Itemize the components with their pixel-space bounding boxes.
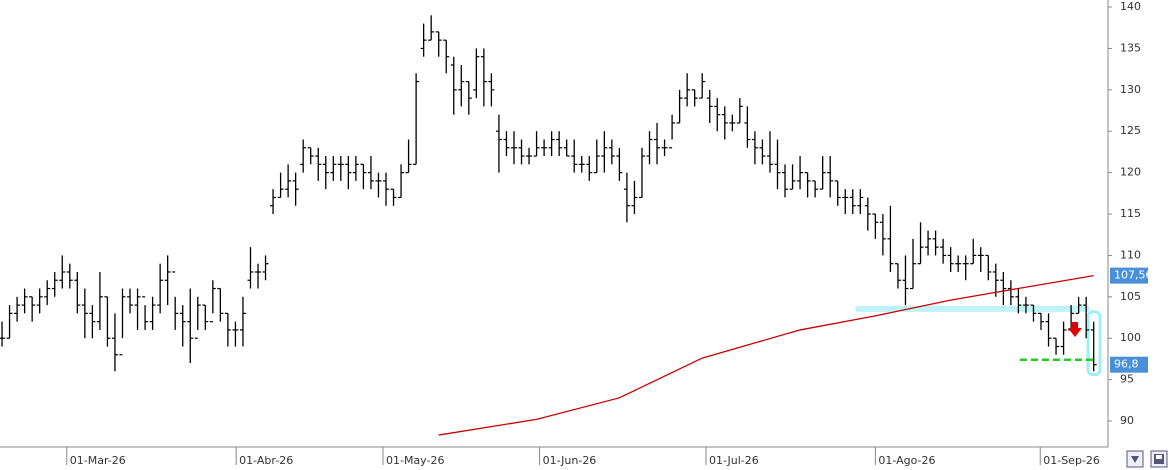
- highlight-box: [1086, 310, 1102, 377]
- collapse-icon: [1131, 456, 1139, 463]
- y-tick-label: 100: [1120, 331, 1141, 344]
- signal-arrow: [1068, 322, 1082, 337]
- price-label-box: [1110, 267, 1148, 284]
- x-tick-label: 01-Jul-26: [709, 454, 759, 467]
- x-tick-label: 01-Mar-26: [70, 454, 126, 467]
- moving-average: [438, 274, 1094, 436]
- y-tick-label: 95: [1120, 373, 1134, 386]
- x-tick-label: 01-May-26: [386, 454, 444, 467]
- y-tick-label: 130: [1120, 83, 1141, 96]
- plot: [0, 15, 1102, 436]
- y-tick-label: 110: [1120, 248, 1141, 261]
- y-tick-label: 90: [1120, 414, 1134, 427]
- x-tick-label: 01-Abr-26: [239, 454, 293, 467]
- x-tick-label: 01-Sep-26: [1043, 454, 1100, 467]
- y-tick-label: 105: [1120, 290, 1141, 303]
- price-label-box: [1110, 356, 1148, 373]
- y-tick-label: 115: [1120, 207, 1141, 220]
- x-tick-label: 01-Ago-26: [878, 454, 935, 467]
- highlight-band: [855, 305, 1090, 312]
- y-tick-label: 135: [1120, 41, 1141, 54]
- y-tick-label: 140: [1120, 0, 1141, 13]
- x-tick-label: 01-Jun-26: [543, 454, 597, 467]
- price-label: 96,8: [1114, 358, 1139, 371]
- y-tick-label: 120: [1120, 166, 1141, 179]
- save-icon-label: [1156, 455, 1162, 459]
- y-tick-label: 125: [1120, 124, 1141, 137]
- price-label: 107,56: [1114, 269, 1153, 282]
